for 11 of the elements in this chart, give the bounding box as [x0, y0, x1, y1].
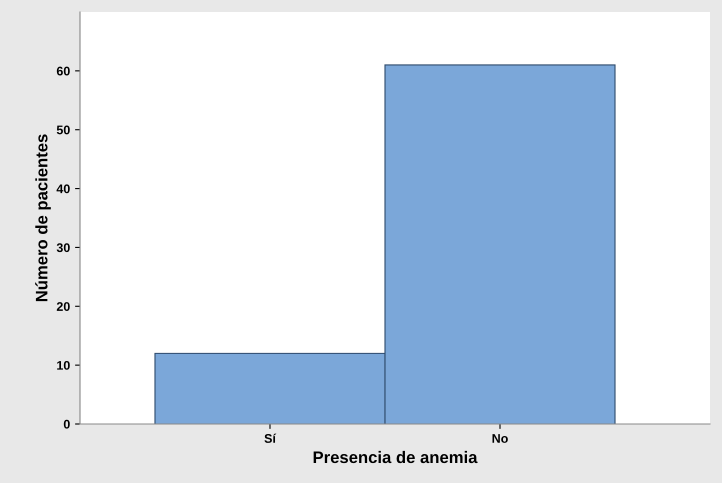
y-axis-title: Número de pacientes — [35, 134, 51, 302]
y-tick-label: 50 — [56, 126, 70, 134]
y-tick-label: 30 — [56, 243, 70, 252]
y-tick-label: 0 — [64, 420, 70, 429]
x-tick-label: Sí — [264, 434, 276, 443]
y-tick-label: 10 — [57, 360, 70, 370]
x-tick-label: No — [492, 434, 508, 443]
y-tick-label: 60 — [56, 66, 70, 76]
y-tick-label: 40 — [56, 184, 70, 194]
x-axis-title: Presencia de anemia — [314, 450, 478, 464]
y-tick-label: 20 — [56, 302, 70, 311]
